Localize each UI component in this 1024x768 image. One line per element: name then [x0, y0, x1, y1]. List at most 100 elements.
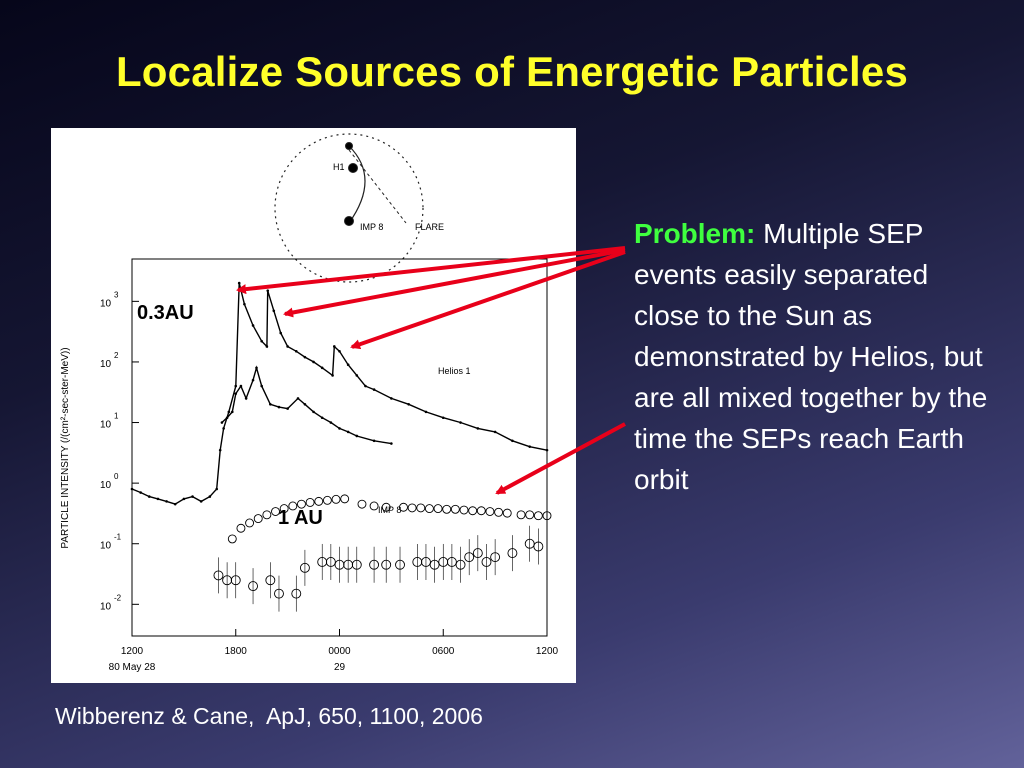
series-point — [542, 511, 552, 521]
series-point — [251, 324, 255, 327]
y-tick-label: 10 — [100, 480, 112, 491]
series-point — [130, 487, 134, 491]
series-point — [262, 510, 272, 520]
series-point — [407, 503, 417, 513]
series-point — [331, 374, 334, 377]
series-point — [236, 523, 246, 533]
y-tick-exponent: 0 — [114, 472, 119, 481]
callout-1au: 1 AU — [278, 507, 323, 529]
series-point — [357, 499, 367, 509]
series-point — [191, 495, 194, 498]
x-tick-label: 1800 — [225, 646, 248, 657]
series-point — [399, 502, 408, 512]
y-tick-exponent: 2 — [114, 351, 119, 360]
series-point — [260, 384, 263, 388]
y-tick-exponent: 3 — [114, 290, 119, 299]
series-point — [502, 508, 512, 518]
series-point — [433, 504, 443, 514]
series-point — [215, 487, 219, 491]
y-tick-label: 10 — [100, 420, 112, 431]
y-tick-label: 10 — [100, 541, 112, 552]
series-point — [222, 427, 225, 430]
problem-label: Problem: — [634, 218, 756, 249]
inset-label-imp8: IMP 8 — [360, 222, 383, 232]
problem-text: Multiple SEP events easily separated clo… — [634, 218, 988, 495]
arrow-to-first-peak — [236, 246, 626, 295]
series-point — [312, 360, 315, 364]
series-point — [372, 388, 376, 391]
series-point — [297, 499, 306, 509]
series-point — [279, 504, 289, 514]
orbit-circle — [274, 133, 424, 283]
x-tick-sublabel: 80 May 28 — [109, 662, 156, 673]
series-point — [243, 302, 246, 306]
sun-dot — [345, 142, 353, 150]
series-point — [165, 500, 168, 503]
series-point — [294, 349, 298, 353]
chart-svg: H1 IMP 8 FLARE 1200 80 May 28 1800 0000 29 06… — [60, 133, 559, 673]
x-tick-label: 1200 — [121, 646, 144, 657]
series-point — [314, 496, 324, 506]
series-point — [303, 355, 307, 359]
series-point — [528, 445, 532, 448]
y-tick-label: 10 — [100, 298, 112, 309]
series-point — [320, 416, 324, 420]
series-point — [253, 514, 263, 524]
series-point — [390, 442, 393, 445]
series-point — [416, 503, 426, 513]
series-point — [545, 448, 549, 452]
series-point — [251, 378, 255, 382]
series-point — [244, 397, 248, 400]
series-point — [234, 392, 238, 395]
problem-statement: Problem: Multiple SEP events easily sepa… — [634, 213, 994, 500]
imp8-label: IMP 8 — [378, 505, 401, 515]
y-tick-exponent: -2 — [114, 593, 122, 602]
x-tick-label: 0600 — [432, 646, 455, 657]
y-tick-label: 10 — [100, 601, 112, 612]
series-point — [260, 339, 263, 343]
series-point — [390, 397, 393, 400]
series-point — [234, 384, 238, 388]
series-point — [346, 430, 350, 434]
series-point — [369, 501, 379, 511]
arrow-to-second-peak — [283, 248, 626, 318]
series-line — [221, 365, 392, 445]
series-point — [322, 495, 332, 505]
series-point — [331, 494, 341, 504]
inset-label-h1: H1 — [333, 162, 345, 172]
series-point — [266, 289, 270, 292]
series-layer — [130, 281, 552, 612]
series-point — [381, 502, 391, 512]
series-point — [338, 427, 341, 430]
y-tick-label: 10 — [100, 359, 112, 370]
helios-dot — [348, 163, 358, 173]
series-point — [468, 506, 478, 516]
arrow-to-third-peak — [350, 250, 626, 350]
series-point — [271, 507, 280, 516]
slide-title: Localize Sources of Energetic Particles — [115, 48, 909, 95]
series-point — [333, 345, 336, 348]
series-point — [239, 384, 243, 388]
series-point — [279, 331, 283, 335]
x-tick-label: 1200 — [536, 646, 559, 657]
series-point — [230, 410, 234, 414]
series-point — [511, 439, 514, 443]
series-point — [476, 506, 486, 516]
series-point — [156, 497, 160, 501]
series-point — [265, 345, 269, 348]
series-point — [372, 439, 376, 443]
series-point — [320, 366, 324, 370]
series-point — [237, 281, 241, 285]
series-point — [208, 495, 212, 498]
series-point — [139, 491, 142, 494]
series-point — [288, 501, 298, 511]
series-point — [312, 410, 315, 414]
series-point — [424, 504, 434, 514]
citation: Wibberenz & Cane, ApJ, 650, 1100, 2006 — [55, 703, 483, 729]
series-point — [286, 345, 289, 348]
series-point — [329, 421, 333, 424]
series-point — [182, 497, 186, 501]
series-point — [441, 416, 445, 420]
